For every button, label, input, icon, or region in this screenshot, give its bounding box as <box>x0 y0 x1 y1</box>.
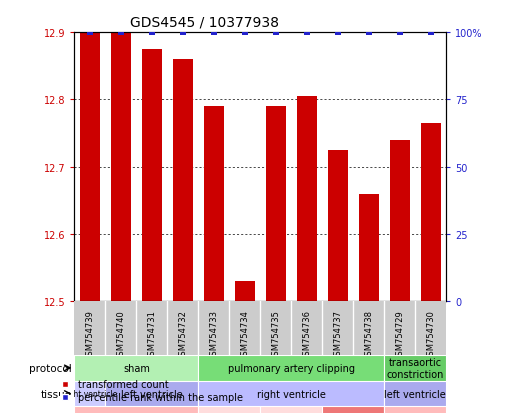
Point <box>117 30 125 36</box>
Point <box>334 30 342 36</box>
Text: right ventricle: right ventricle <box>257 389 326 399</box>
Point <box>396 30 404 36</box>
Text: GSM754737: GSM754737 <box>333 310 342 361</box>
Point <box>427 30 435 36</box>
Text: GSM754740: GSM754740 <box>116 310 125 360</box>
Text: GSM754733: GSM754733 <box>209 310 219 361</box>
Text: GSM754739: GSM754739 <box>85 310 94 360</box>
Text: GSM754732: GSM754732 <box>179 310 187 360</box>
Text: GDS4545 / 10377938: GDS4545 / 10377938 <box>130 15 279 29</box>
Bar <box>384 355 446 381</box>
Text: right ventricle: right ventricle <box>63 389 117 398</box>
Bar <box>359 194 379 301</box>
Bar <box>328 150 348 301</box>
Text: GSM754736: GSM754736 <box>302 310 311 361</box>
Text: GSM754738: GSM754738 <box>364 310 373 361</box>
Bar <box>74 406 199 413</box>
Bar <box>384 406 446 413</box>
Bar <box>80 33 100 301</box>
Bar <box>199 406 260 413</box>
Legend: transformed count, percentile rank within the sample: transformed count, percentile rank withi… <box>56 375 246 406</box>
Point <box>86 30 94 36</box>
Bar <box>105 381 199 406</box>
Text: GSM754731: GSM754731 <box>147 310 156 360</box>
Point <box>179 30 187 36</box>
Point <box>365 30 373 36</box>
Text: pulmonary artery clipping: pulmonary artery clipping <box>228 363 355 373</box>
Text: sham: sham <box>123 363 150 373</box>
Bar <box>421 123 441 301</box>
Bar <box>74 381 105 406</box>
Point <box>148 30 156 36</box>
Text: GSM754735: GSM754735 <box>271 310 280 360</box>
Bar <box>390 140 410 301</box>
Point <box>210 30 218 36</box>
Text: left ventricle: left ventricle <box>384 389 446 399</box>
Text: left ventricle: left ventricle <box>121 389 183 399</box>
Bar <box>266 107 286 301</box>
Bar <box>235 281 255 301</box>
Bar <box>204 107 224 301</box>
Bar <box>74 355 199 381</box>
Bar <box>260 406 322 413</box>
Text: protocol: protocol <box>29 363 72 373</box>
Point <box>303 30 311 36</box>
Bar <box>111 33 131 301</box>
Bar <box>142 50 162 301</box>
Bar <box>199 381 384 406</box>
Bar <box>297 97 317 301</box>
Point <box>272 30 280 36</box>
Point <box>241 30 249 36</box>
Bar <box>199 355 384 381</box>
Text: tissue: tissue <box>41 389 72 399</box>
Text: GSM754729: GSM754729 <box>396 310 404 360</box>
Bar <box>384 381 446 406</box>
Text: GSM754730: GSM754730 <box>426 310 436 360</box>
Bar <box>322 406 384 413</box>
Text: GSM754734: GSM754734 <box>241 310 249 360</box>
Bar <box>173 60 193 301</box>
Text: transaortic
constriction: transaortic constriction <box>387 357 444 379</box>
